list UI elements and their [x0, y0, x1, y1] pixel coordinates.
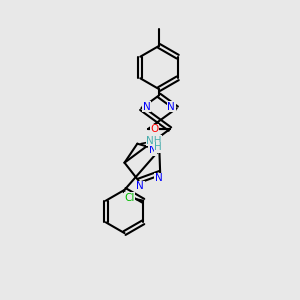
Text: N: N: [167, 102, 175, 112]
Text: N: N: [149, 145, 157, 155]
Text: H: H: [154, 142, 162, 152]
Text: N: N: [155, 173, 163, 183]
Text: NH: NH: [146, 136, 162, 146]
Text: N: N: [143, 102, 151, 112]
Text: N: N: [136, 181, 144, 191]
Text: Cl: Cl: [124, 193, 135, 203]
Text: O: O: [151, 124, 159, 134]
